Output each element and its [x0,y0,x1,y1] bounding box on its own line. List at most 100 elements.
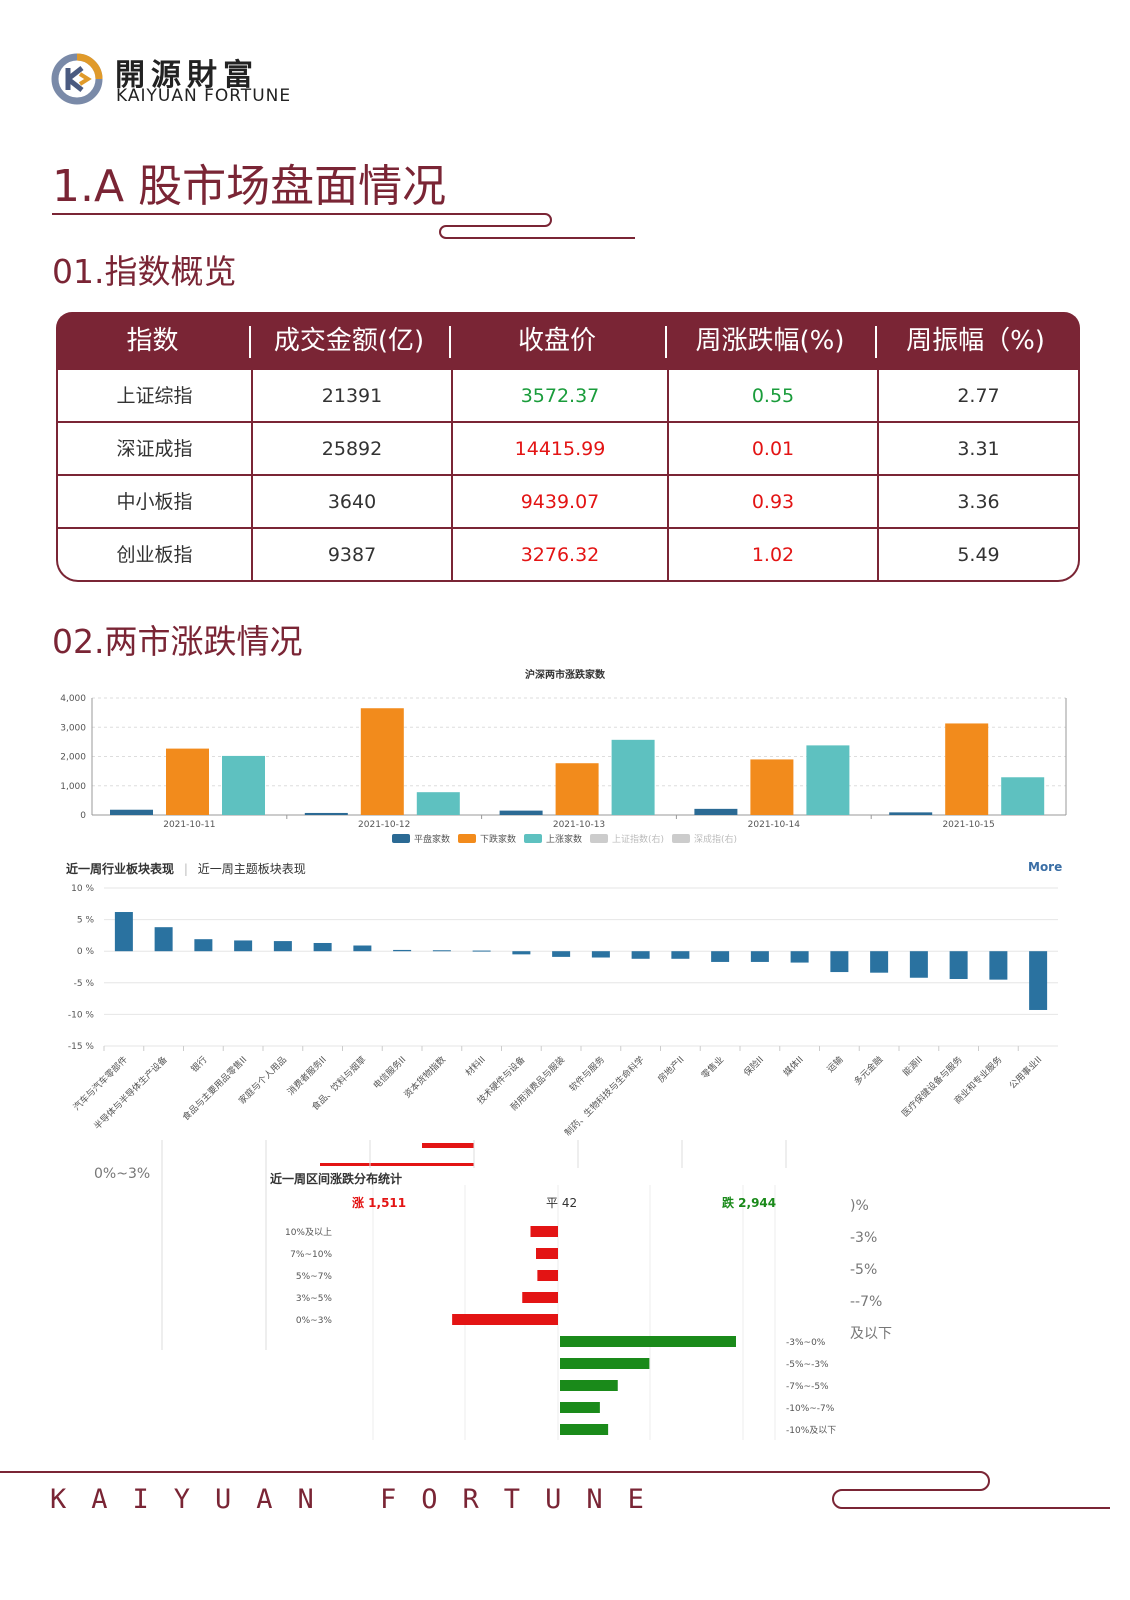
header-amplitude: 周振幅（%) [875,312,1076,370]
header-change: 周涨跌幅(%) [665,312,875,370]
tab-theme-sector[interactable]: 近一周主题板块表现 [197,862,306,876]
sector-bar [870,951,889,973]
sector-bar [909,951,928,978]
sector-bar [631,951,650,959]
tab-industry-sector[interactable]: 近一周行业板块表现 [66,862,175,876]
up-bar [530,1226,558,1237]
legend-swatch [392,834,410,843]
x-tick-label: 2021-10-14 [748,820,801,830]
sector-bar [114,912,133,952]
down-bar [560,1424,609,1435]
y-tick-label: -10 % [68,1010,95,1020]
sector-bar [512,951,531,955]
header-close: 收盘价 [449,312,665,370]
header-amount: 成交金额(亿) [249,312,449,370]
down-category-label: -7%~-5% [786,1382,829,1392]
cell-close: 3572.37 [451,370,667,421]
up-category-label: 7%~10% [290,1250,332,1260]
sector-label: 媒体II [781,1054,806,1079]
cell-amp: 3.31 [877,423,1078,474]
brand-cn: 開源財富 [115,58,259,93]
cell-name: 中小板指 [116,491,193,513]
y-tick-label: 3,000 [60,723,86,733]
table-row: 深证成指 25892 14415.99 0.01 3.31 [58,423,1078,476]
ghost-bar [422,1143,474,1148]
page-title: 1.A 股市场盘面情况 [52,161,447,212]
bar-上涨家数 [806,745,850,815]
down-bar [560,1336,736,1347]
table-row: 创业板指 9387 3276.32 1.02 5.49 [58,529,1078,582]
sector-bar [194,939,213,952]
sector-label: 电信服务II [371,1054,409,1092]
legend-swatch [590,834,608,843]
sector-performance-chart: 10 %5 %0 %-5 %-10 %-15 %汽车与汽车零部件半导体与半导体生… [68,884,1058,1138]
x-tick-label: 2021-10-13 [553,820,605,830]
legend-label: 上涨家数 [546,833,582,845]
kaiyuan-logo-icon [51,53,103,105]
legend-label: 平盘家数 [414,833,450,845]
up-bar [522,1292,558,1303]
cell-name: 深证成指 [116,438,193,460]
ghost-label: --7% [850,1294,882,1310]
bar-下跌家数 [360,708,404,815]
bar-下跌家数 [555,763,599,815]
sector-label: 公用事业II [1007,1054,1045,1092]
sector-bar [393,949,412,952]
legend-label: 深成指(右) [694,833,737,845]
sector-bar [989,951,1008,980]
header-index: 指数 [126,326,179,356]
title-underline-decoration [52,213,635,239]
legend-label: 上证指数(右) [612,833,664,845]
sector-bar [432,950,451,952]
cell-change: 0.55 [667,370,877,421]
sector-label: 半导体与半导体生产设备 [91,1054,169,1133]
x-tick-label: 2021-10-11 [163,820,215,830]
ghost-label: )% [850,1198,869,1214]
sector-label: 房地产II [655,1054,686,1085]
down-category-label: -10%~-7% [786,1404,835,1414]
down-bar [560,1402,600,1413]
sector-bar [711,951,730,962]
down-bar [560,1380,618,1391]
bar-平盘家数 [110,809,153,815]
y-tick-label: 4,000 [60,694,86,704]
ghost-label: 及以下 [850,1326,892,1342]
sector-bar [750,951,769,962]
bar-平盘家数 [889,812,933,815]
index-table: 指数 成交金额(亿) 收盘价 周涨跌幅(%) 周振幅（%) 上证综指 21391 3… [56,312,1080,582]
up-category-label: 0%~3% [296,1316,333,1326]
cell-amount: 9387 [251,529,451,582]
bar-下跌家数 [945,723,989,815]
legend-swatch [458,834,476,843]
bar-平盘家数 [499,810,543,815]
cell-change: 0.93 [667,476,877,527]
index-table-body: 上证综指 21391 3572.37 0.55 2.77 深证成指 25892 14415.9… [56,370,1080,582]
table-row: 上证综指 21391 3572.37 0.55 2.77 [58,370,1078,423]
sector-tabs: 近一周行业板块表现 | 近一周主题板块表现 [66,862,306,876]
x-tick-label: 2021-10-12 [358,820,410,830]
y-tick-label: 10 % [71,884,94,894]
footer-brand-text: KAIYUAN FORTUNE [50,1484,669,1515]
sector-label: 多元金融 [851,1054,885,1088]
flat-count-label: 平 42 [546,1196,577,1210]
y-tick-label: 2,000 [60,753,86,763]
x-tick-label: 2021-10-15 [942,820,994,830]
table-row: 中小板指 3640 9439.07 0.93 3.36 [58,476,1078,529]
more-link[interactable]: More [1028,860,1063,874]
cell-amp: 2.77 [877,370,1078,421]
bar-上涨家数 [222,755,265,815]
cell-change: 0.01 [667,423,877,474]
section-index-overview: 01.指数概览 [52,252,237,291]
index-table-header: 指数 成交金额(亿) 收盘价 周涨跌幅(%) 周振幅（%) [56,312,1080,370]
up-bar [537,1270,558,1281]
cell-amp: 3.36 [877,476,1078,527]
updown-count-chart: 0 1,000 2,000 3,000 4,000 2021-10-11 2021-10-1… [60,694,1067,845]
sector-bar [273,941,292,952]
bar-下跌家数 [750,759,794,815]
sector-label: 消费者服务II [285,1054,329,1098]
legend-swatch [524,834,542,843]
cell-amount: 21391 [251,370,451,421]
bar-上涨家数 [416,792,460,815]
up-category-label: 10%及以上 [285,1227,332,1238]
bar-平盘家数 [304,812,348,815]
